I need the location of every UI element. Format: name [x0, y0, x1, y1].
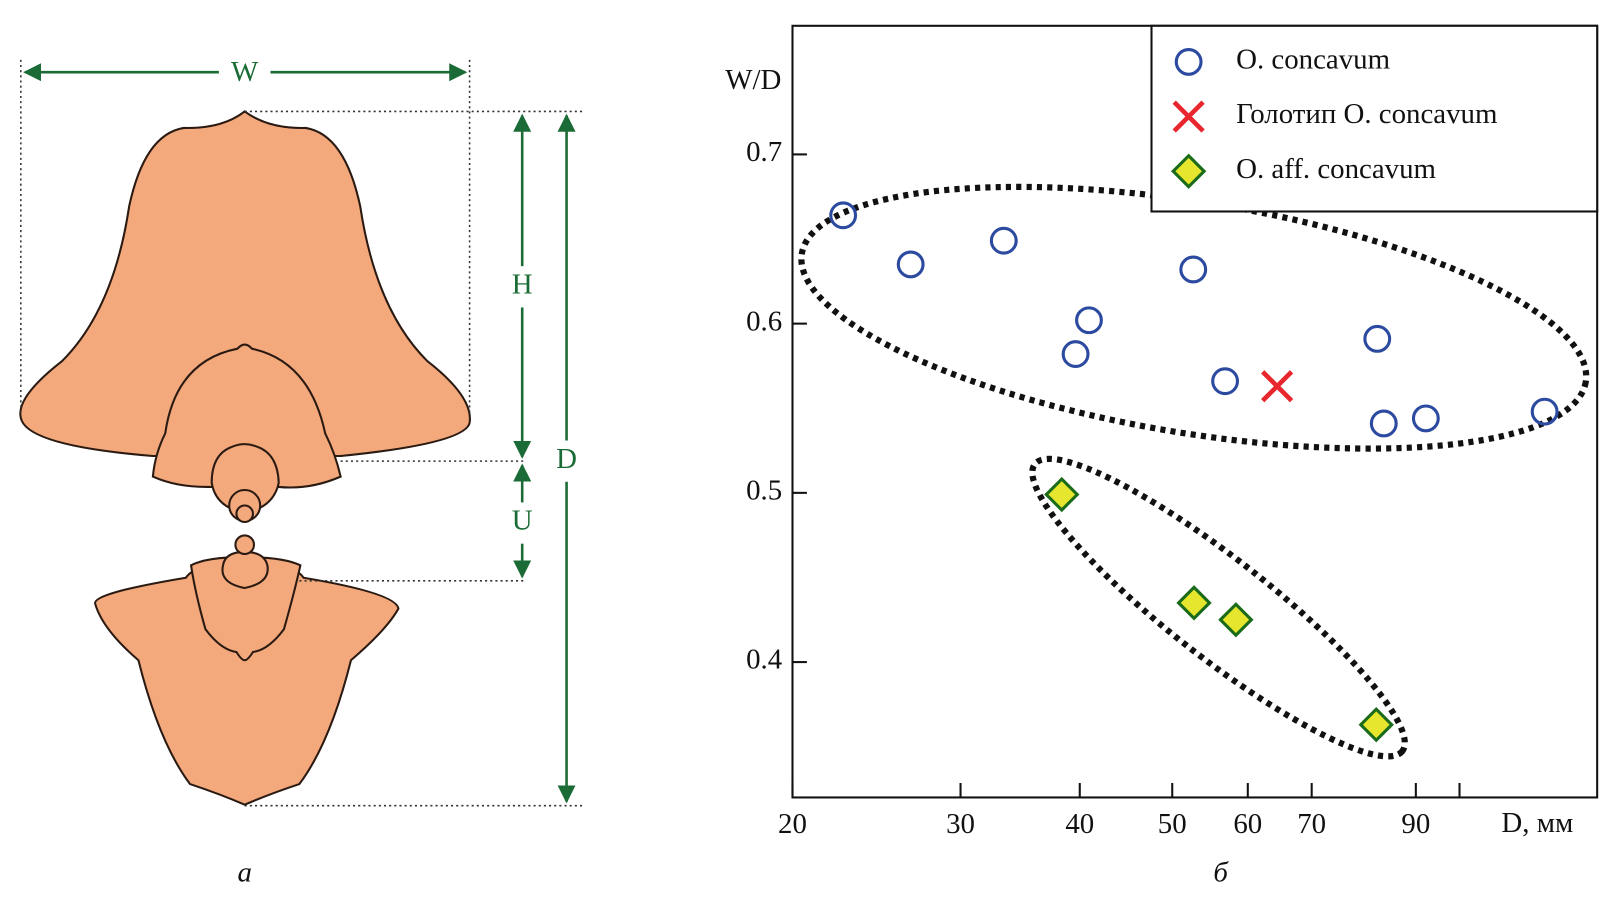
point [1044, 476, 1080, 513]
legend-marker [1174, 47, 1203, 76]
width-label: W [231, 56, 259, 88]
point [1179, 255, 1208, 284]
diameter-label: D [556, 443, 577, 475]
y-axis-label: W/D [725, 64, 781, 96]
y-tick-label: 0.7 [746, 136, 782, 168]
caption: б [1213, 856, 1229, 888]
legend-marker [1170, 153, 1207, 189]
x-tick-label: 60 [1233, 808, 1262, 840]
point [1369, 409, 1398, 438]
point [1358, 707, 1394, 743]
point [1176, 585, 1212, 621]
x-tick-label: 90 [1401, 808, 1430, 840]
point [1061, 340, 1090, 369]
point [1363, 324, 1392, 353]
x-tick-label: 20 [778, 808, 807, 840]
point [1211, 367, 1240, 396]
point [1411, 404, 1440, 433]
x-tick-label: 40 [1065, 808, 1094, 840]
point [829, 201, 858, 230]
group-outline [1029, 455, 1408, 760]
point [989, 226, 1018, 255]
x-tick-label: 30 [946, 808, 975, 840]
x-tick-label: 70 [1297, 808, 1326, 840]
point [1530, 397, 1559, 426]
legend-label: O. concavum [1236, 44, 1390, 76]
x-axis-label: D, мм [1501, 807, 1573, 839]
y-tick-label: 0.5 [746, 474, 782, 506]
shell-diagram: W H U D а [19, 53, 584, 888]
point [1218, 602, 1254, 638]
height-label: H [512, 268, 533, 300]
legend [1150, 24, 1599, 213]
umbilicus-label: U [512, 505, 533, 537]
x-tick-label: 50 [1158, 808, 1187, 840]
scatter-chart: W/D D, мм б 0.4 0.5 0.6 0.7 20 30 40 50 60 70 90 O.… [725, 24, 1599, 888]
legend-label: Голотип O. concavum [1236, 98, 1498, 130]
point [896, 250, 925, 279]
legend-label: O. aff. concavum [1236, 153, 1436, 185]
caption: а [237, 856, 251, 888]
y-tick-label: 0.4 [746, 644, 782, 676]
y-tick-label: 0.6 [746, 305, 782, 337]
legend-marker [1172, 100, 1205, 133]
point [1261, 370, 1294, 403]
point [1075, 306, 1103, 335]
